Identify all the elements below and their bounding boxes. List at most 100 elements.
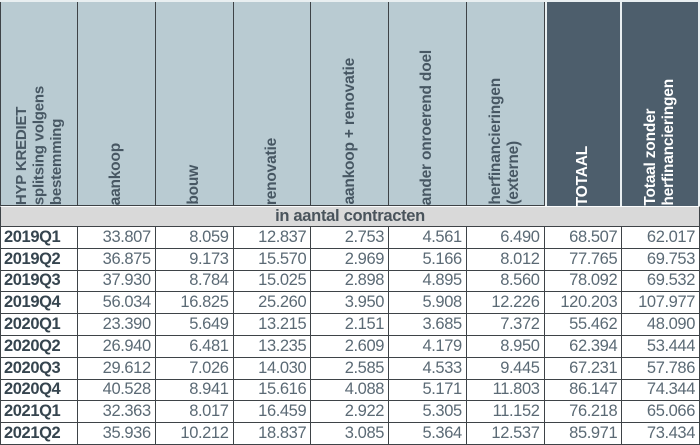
value-cell: 62.394 — [544, 335, 623, 358]
column-header-cell: renovatie — [233, 2, 312, 206]
column-header-cell: herfinancieringen (externe) — [466, 2, 545, 206]
value-cell: 4.561 — [389, 227, 467, 249]
value-cell: 12.537 — [466, 423, 545, 445]
column-header-label: herfinancieringen (externe) — [487, 78, 523, 205]
value-cell: 2.922 — [311, 401, 389, 424]
value-cell: 107.977 — [622, 292, 700, 315]
value-cell: 13.215 — [233, 314, 312, 336]
row-label: 2019Q1 — [1, 227, 78, 249]
value-cell: 67.231 — [544, 357, 623, 380]
table-row: 2021Q2 35.936 10.212 18.837 3.085 5.364 12.53… — [0, 423, 700, 445]
value-cell: 2.585 — [311, 357, 389, 380]
column-header-label: renovatie — [262, 137, 280, 205]
value-cell: 8.950 — [466, 335, 545, 358]
column-header-label: ander onroerend doel — [418, 49, 436, 205]
value-cell: 16.459 — [233, 401, 312, 424]
value-cell: 5.649 — [155, 314, 234, 336]
value-cell: 3.685 — [389, 314, 467, 336]
value-cell: 18.837 — [233, 423, 312, 445]
value-cell: 56.034 — [78, 292, 156, 315]
value-cell: 55.462 — [544, 314, 623, 336]
table-row: 2020Q1 23.390 5.649 13.215 2.151 3.685 7.372 5… — [0, 314, 700, 336]
value-cell: 3.950 — [311, 292, 389, 315]
value-cell: 12.226 — [466, 292, 545, 315]
table-row: 2020Q2 26.940 6.481 13.235 2.609 4.179 8.950 6… — [0, 335, 700, 358]
value-cell: 33.807 — [78, 227, 156, 249]
value-cell: 68.507 — [544, 227, 623, 249]
value-cell: 8.784 — [155, 270, 234, 293]
table-row: 2019Q1 33.807 8.059 12.837 2.753 4.561 6.490 6… — [0, 227, 700, 249]
value-cell: 73.434 — [622, 423, 700, 445]
column-header-cell: aankoop — [78, 2, 156, 206]
value-cell: 4.179 — [389, 335, 467, 358]
value-cell: 13.235 — [233, 335, 312, 358]
value-cell: 5.305 — [389, 401, 467, 424]
value-cell: 9.173 — [155, 248, 234, 271]
row-label: 2019Q4 — [1, 292, 78, 315]
value-cell: 5.171 — [389, 379, 467, 402]
value-cell: 8.017 — [155, 401, 234, 424]
value-cell: 65.066 — [622, 401, 700, 424]
value-cell: 53.444 — [622, 335, 700, 358]
column-header-label: aankoop + renovatie — [340, 58, 358, 205]
column-header-cell: aankoop + renovatie — [311, 2, 389, 206]
row-label: 2019Q3 — [1, 270, 78, 293]
row-label: 2021Q2 — [1, 423, 78, 445]
value-cell: 10.212 — [155, 423, 234, 445]
value-cell: 15.616 — [233, 379, 312, 402]
value-cell: 8.059 — [155, 227, 234, 249]
column-header-label: bouw — [185, 165, 203, 205]
value-cell: 2.898 — [311, 270, 389, 293]
table-row: 2020Q3 29.612 7.026 14.030 2.585 4.533 9.445 6… — [0, 357, 700, 380]
value-cell: 8.012 — [466, 248, 545, 271]
value-cell: 4.088 — [311, 379, 389, 402]
column-header-cell: TOTAAL — [544, 2, 623, 206]
value-cell: 76.218 — [544, 401, 623, 424]
column-header-cell: Totaal zonder herfinancieringen — [622, 2, 700, 206]
row-label: 2020Q2 — [1, 335, 78, 358]
value-cell: 12.837 — [233, 227, 312, 249]
value-cell: 69.753 — [622, 248, 700, 271]
value-cell: 25.260 — [233, 292, 312, 315]
section-title: in aantal contracten — [275, 207, 425, 225]
value-cell: 4.895 — [389, 270, 467, 293]
corner-header-cell: HYP KREDIET splitsing volgens bestemming — [1, 2, 78, 206]
value-cell: 7.372 — [466, 314, 545, 336]
value-cell: 3.085 — [311, 423, 389, 445]
value-cell: 14.030 — [233, 357, 312, 380]
column-header-cell: bouw — [155, 2, 234, 206]
row-label: 2019Q2 — [1, 248, 78, 271]
table-body: 2019Q1 33.807 8.059 12.837 2.753 4.561 6.490 6… — [0, 227, 700, 445]
value-cell: 86.147 — [544, 379, 623, 402]
row-label: 2020Q1 — [1, 314, 78, 336]
value-cell: 5.166 — [389, 248, 467, 271]
value-cell: 2.969 — [311, 248, 389, 271]
table-row: 2019Q3 37.930 8.784 15.025 2.898 4.895 8.560 7… — [0, 270, 700, 293]
value-cell: 15.025 — [233, 270, 312, 293]
value-cell: 6.481 — [155, 335, 234, 358]
value-cell: 48.090 — [622, 314, 700, 336]
value-cell: 2.151 — [311, 314, 389, 336]
column-header-cell: ander onroerend doel — [389, 2, 467, 206]
value-cell: 8.560 — [466, 270, 545, 293]
value-cell: 36.875 — [78, 248, 156, 271]
value-cell: 69.532 — [622, 270, 700, 293]
value-cell: 26.940 — [78, 335, 156, 358]
value-cell: 7.026 — [155, 357, 234, 380]
value-cell: 4.533 — [389, 357, 467, 380]
value-cell: 62.017 — [622, 227, 700, 249]
value-cell: 5.908 — [389, 292, 467, 315]
value-cell: 40.528 — [78, 379, 156, 402]
table-row: 2021Q1 32.363 8.017 16.459 2.922 5.305 11.152… — [0, 401, 700, 424]
header-row: HYP KREDIET splitsing volgens bestemming… — [0, 2, 700, 206]
value-cell: 6.490 — [466, 227, 545, 249]
value-cell: 5.364 — [389, 423, 467, 445]
value-cell: 2.609 — [311, 335, 389, 358]
table-row: 2020Q4 40.528 8.941 15.616 4.088 5.171 11.803… — [0, 379, 700, 402]
row-label: 2021Q1 — [1, 401, 78, 424]
column-header-label: TOTAAL — [574, 145, 592, 206]
table-row: 2019Q4 56.034 16.825 25.260 3.950 5.908 12.22… — [0, 292, 700, 315]
value-cell: 29.612 — [78, 357, 156, 380]
value-cell: 11.152 — [466, 401, 545, 424]
